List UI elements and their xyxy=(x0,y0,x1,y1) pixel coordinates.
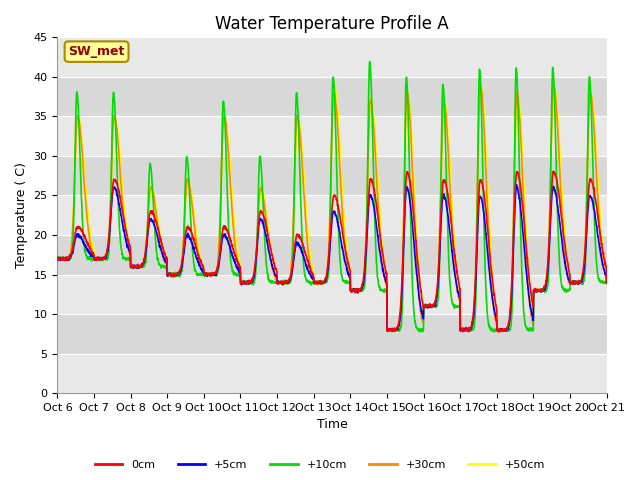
Text: SW_met: SW_met xyxy=(68,45,125,58)
Bar xyxy=(58,116,607,156)
Bar xyxy=(58,354,607,393)
Bar xyxy=(58,77,607,116)
X-axis label: Time: Time xyxy=(317,419,348,432)
Bar xyxy=(58,195,607,235)
Legend: 0cm, +5cm, +10cm, +30cm, +50cm: 0cm, +5cm, +10cm, +30cm, +50cm xyxy=(90,456,550,474)
Bar xyxy=(58,275,607,314)
Bar xyxy=(58,37,607,77)
Y-axis label: Temperature ( C): Temperature ( C) xyxy=(15,162,28,268)
Bar xyxy=(58,235,607,275)
Bar xyxy=(58,314,607,354)
Bar xyxy=(58,156,607,195)
Title: Water Temperature Profile A: Water Temperature Profile A xyxy=(215,15,449,33)
